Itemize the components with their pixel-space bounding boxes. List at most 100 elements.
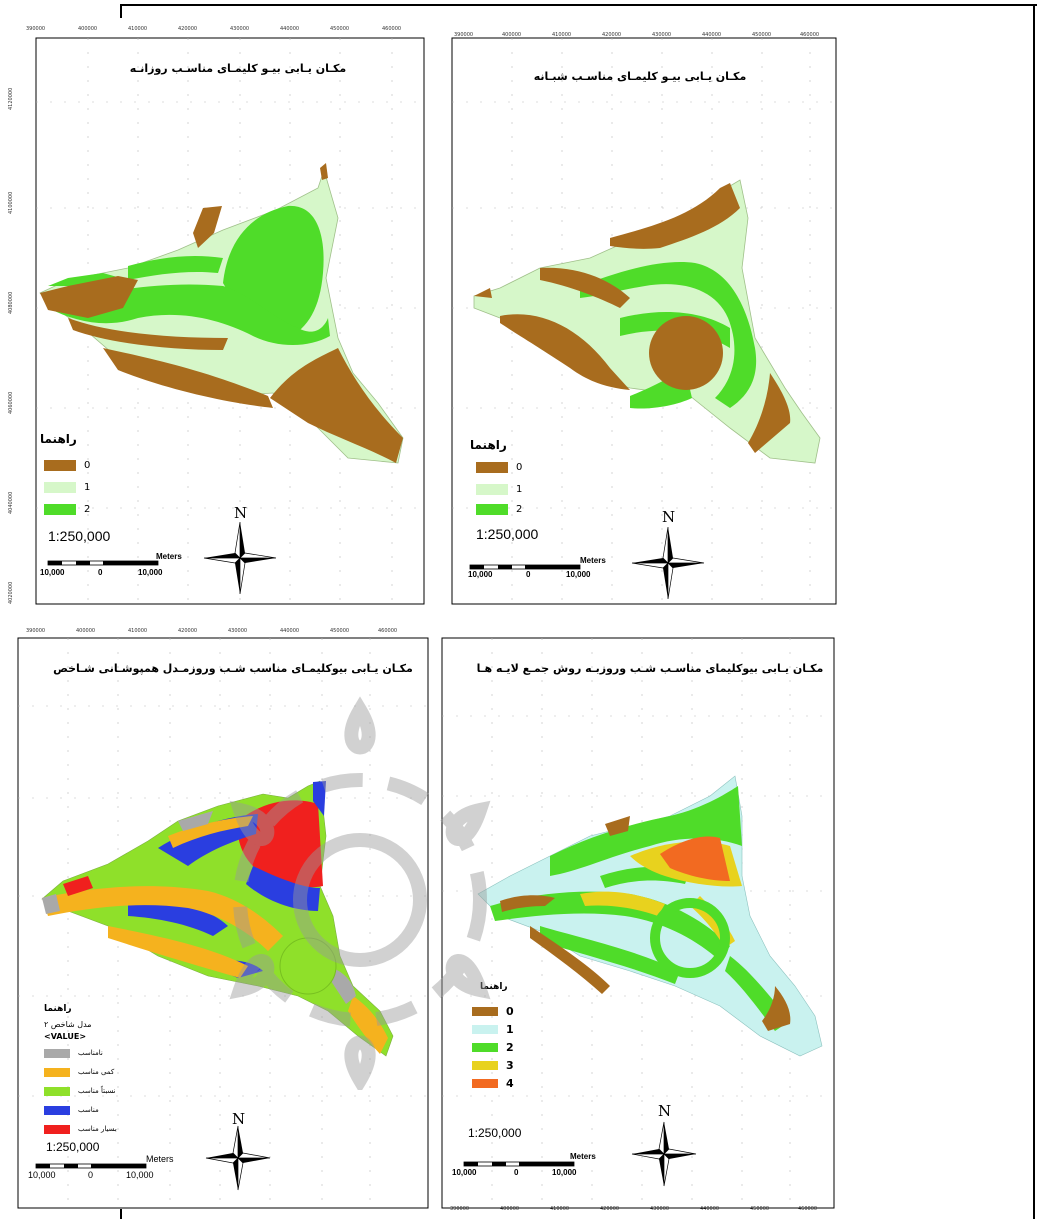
grid-label: 390000: [26, 628, 46, 634]
legend-item: 0: [476, 460, 522, 474]
legend-label: 1: [516, 483, 523, 495]
legend-label: 2: [516, 503, 523, 515]
map-panel-night: مکـان یـابی بیـو کلیمـای مناسـب شبـانه ر…: [430, 18, 850, 628]
scalebar-label: 10,000: [452, 1168, 477, 1177]
region-class-0: [474, 288, 492, 298]
map-panel-daytime: مکـان یـابی بیـو کلیمـای مناسـب روزانـه …: [8, 18, 428, 628]
north-arrow-icon: [631, 526, 705, 600]
grid-label: 420000: [178, 628, 198, 634]
legend-swatch: [44, 1048, 70, 1058]
legend-swatch: [44, 1124, 70, 1134]
region-suitable: [246, 866, 320, 911]
legend-value-header: <VALUE>: [44, 1032, 87, 1041]
frame-left-tick: [120, 4, 122, 18]
region-class-0: [40, 276, 138, 318]
legend-swatch: [44, 1086, 70, 1096]
grid-label: 400000: [78, 26, 98, 32]
legend-item: 2: [44, 502, 90, 516]
grid-label: 440000: [280, 628, 300, 634]
legend-label: 0: [84, 459, 91, 471]
grid-label: 410000: [128, 26, 148, 32]
grid-label: 460000: [800, 32, 820, 38]
north-arrow-icon: [203, 521, 277, 595]
scalebar-label: 10,000: [28, 1170, 56, 1180]
region-class-0: [610, 183, 740, 249]
legend-item: 1: [476, 482, 522, 496]
scalebar-label: 10,000: [468, 570, 493, 579]
region-class-0-circle: [649, 316, 723, 390]
grid-label: 450000: [330, 26, 350, 32]
grid-label: 4080000: [8, 291, 14, 314]
grid-label: 4120000: [8, 87, 14, 110]
region-class-2: [580, 262, 757, 408]
region-unsuitable: [178, 811, 213, 831]
legend-label: 0: [506, 1004, 514, 1018]
legend-label: 2: [84, 503, 91, 515]
map-frame: [451, 37, 837, 605]
region-class-0: [103, 348, 273, 408]
map-scale: 1:250,000: [48, 528, 111, 544]
legend-label: 2: [506, 1040, 514, 1054]
legend-label: نسبتاً مناسب: [78, 1087, 116, 1095]
scalebar: [35, 1163, 147, 1169]
region-somewhat-suitable: [168, 816, 253, 848]
legend-label: نامناسب: [78, 1049, 103, 1057]
grid-label: 450000: [752, 32, 772, 38]
legend-swatch: [44, 1067, 70, 1077]
grid-label: 4020000: [8, 581, 14, 604]
grid-label: 430000: [230, 26, 250, 32]
grid-label: 410000: [550, 1206, 570, 1212]
legend-subtitle: مدل شاخص ۲: [44, 1020, 92, 1029]
region-class-0: [68, 318, 228, 350]
legend-swatch: [44, 459, 76, 471]
legend-item: بسیار مناسب: [44, 1122, 117, 1136]
grid-label: 460000: [378, 628, 398, 634]
grid-label: 460000: [798, 1206, 818, 1212]
scalebar-label: 0: [98, 568, 103, 577]
scalebar-label: 0: [526, 570, 531, 579]
map-frame: [17, 637, 429, 1209]
scalebar: [463, 1161, 575, 1167]
legend-item: 1: [472, 1022, 514, 1036]
grid-label: 4040000: [8, 491, 14, 514]
region-class-3: [580, 891, 665, 916]
grid-label: 410000: [128, 628, 148, 634]
legend-label: مناسب: [78, 1106, 99, 1114]
scalebar: [47, 560, 159, 566]
scalebar: [469, 564, 581, 570]
scalebar-unit: Meters: [156, 552, 182, 561]
grid-label: 450000: [750, 1206, 770, 1212]
region-class-2-circle: [650, 898, 730, 978]
legend-swatch: [472, 1060, 498, 1070]
legend-item: 4: [472, 1076, 514, 1090]
scalebar-unit: Meters: [146, 1154, 174, 1164]
grid-label: 430000: [228, 628, 248, 634]
legend-item: 1: [44, 480, 90, 494]
north-arrow-label: N: [232, 1110, 246, 1128]
legend-label: بسیار مناسب: [78, 1125, 117, 1133]
legend-item: 2: [472, 1040, 514, 1054]
region-class-0: [320, 163, 328, 180]
region-somewhat-suitable-circle: [279, 937, 337, 995]
grid-label: 420000: [178, 26, 198, 32]
map-scale: 1:250,000: [46, 1140, 100, 1154]
grid-label: 440000: [280, 26, 300, 32]
map-frame: [441, 637, 835, 1209]
scalebar-label: 10,000: [552, 1168, 577, 1177]
grid-label: 440000: [702, 32, 722, 38]
region-class-0: [193, 206, 222, 248]
scalebar-label: 10,000: [566, 570, 591, 579]
grid-label: 400000: [500, 1206, 520, 1212]
region-class-0: [748, 373, 791, 453]
grid-label: 460000: [382, 26, 402, 32]
legend-swatch: [472, 1042, 498, 1052]
grid-label: 390000: [26, 26, 46, 32]
legend-swatch: [476, 503, 508, 515]
region-class-2: [550, 786, 742, 876]
north-arrow-icon: [631, 1121, 697, 1187]
north-arrow-label: N: [662, 508, 676, 526]
map-panel-layer-sum: مکـان یـابی بیوکلیمای مناسـب شـب وروزبـه…: [430, 626, 850, 1216]
legend-label: 3: [506, 1058, 514, 1072]
region-class-0: [762, 986, 791, 1031]
legend-swatch: [472, 1078, 498, 1088]
